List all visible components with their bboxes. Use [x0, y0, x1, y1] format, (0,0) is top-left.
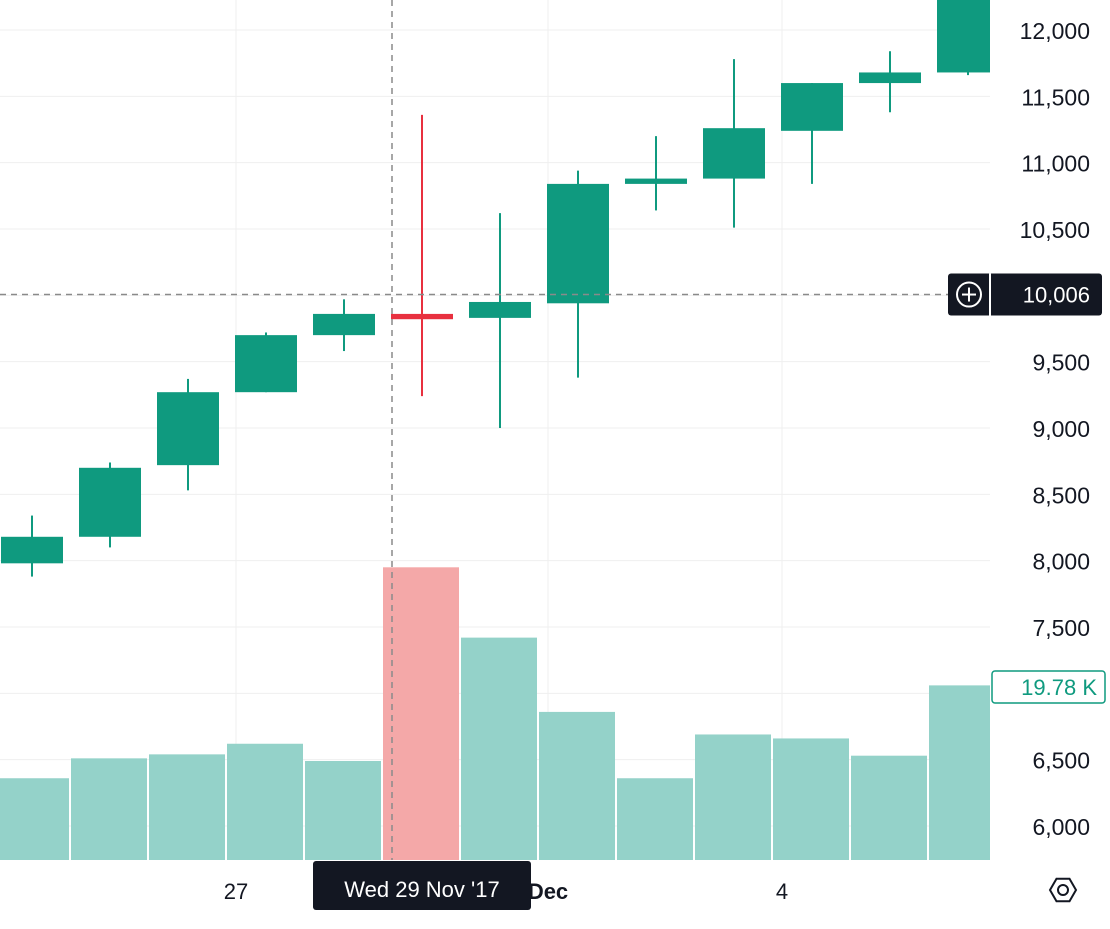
volume-bar	[227, 743, 303, 860]
y-tick-label: 12,000	[1020, 18, 1090, 44]
candle-body[interactable]	[625, 178, 687, 184]
grid	[0, 0, 990, 860]
volume-bar	[71, 758, 147, 860]
time-axis[interactable]: 27 Dec 4	[224, 879, 788, 904]
volume-bar	[695, 734, 771, 860]
candle-body[interactable]	[391, 313, 453, 320]
volume-bar	[461, 637, 537, 860]
candles	[1, 0, 990, 577]
y-tick-label: 6,000	[1032, 814, 1090, 840]
y-tick-label: 8,500	[1032, 482, 1090, 508]
volume-bar	[149, 754, 225, 860]
x-tick-label: Dec	[528, 879, 568, 904]
x-tick-label: 27	[224, 879, 248, 904]
y-tick-label: 6,500	[1032, 748, 1090, 774]
volume-bar	[305, 760, 381, 860]
candle-body[interactable]	[859, 72, 921, 84]
gear-icon[interactable]	[1048, 877, 1078, 903]
candle-body[interactable]	[235, 335, 297, 393]
y-tick-label: 9,000	[1032, 416, 1090, 442]
y-tick-label: 7,500	[1032, 615, 1090, 641]
crosshair-date-text: Wed 29 Nov '17	[344, 877, 499, 902]
candle-body[interactable]	[157, 392, 219, 466]
plus-circle-icon[interactable]	[956, 281, 982, 308]
volume-bar	[539, 711, 615, 860]
candle-body[interactable]	[547, 183, 609, 304]
volume-bar	[0, 778, 69, 860]
candle-body[interactable]	[313, 313, 375, 336]
volume-bar	[617, 778, 693, 860]
volume-bar	[929, 685, 990, 860]
candle-body[interactable]	[79, 467, 141, 537]
candle-body[interactable]	[1, 536, 63, 564]
x-tick-label: 4	[776, 879, 788, 904]
volume-value-text: 19.78 K	[1021, 675, 1097, 700]
volume-bar	[383, 567, 459, 860]
candle-body[interactable]	[781, 83, 843, 131]
volume-bars	[0, 567, 990, 860]
candle-body[interactable]	[469, 301, 531, 318]
crosshair-price-label	[948, 273, 1102, 316]
overlay-labels: 10,006 19.78 K Wed 29 Nov '17	[313, 273, 1106, 910]
candle-body[interactable]	[937, 0, 990, 73]
y-tick-label: 10,500	[1020, 217, 1090, 243]
crosshair-date-label	[313, 861, 531, 910]
y-tick-label: 11,000	[1021, 151, 1090, 177]
volume-bar	[851, 755, 927, 860]
y-tick-label: 9,500	[1032, 350, 1090, 376]
volume-bar	[773, 738, 849, 860]
y-tick-label: 8,000	[1032, 549, 1090, 575]
y-tick-label: 11,500	[1021, 84, 1090, 110]
crosshair-price-text: 10,006	[1023, 283, 1090, 308]
volume-value-label	[991, 670, 1106, 704]
candle-body[interactable]	[703, 128, 765, 179]
crosshair	[0, 0, 950, 860]
price-axis[interactable]: 6,000 6,500 7,500 8,000 8,500 9,000 9,500 10,50…	[1020, 18, 1090, 840]
